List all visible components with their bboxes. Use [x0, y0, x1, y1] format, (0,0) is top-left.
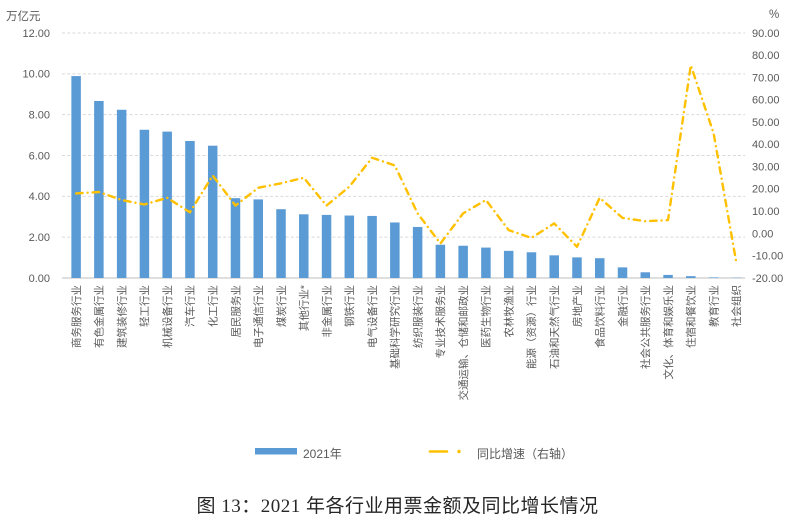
category-label: 社会公共服务行业 — [639, 285, 652, 369]
bar — [116, 109, 127, 279]
category-label: 住宿和餐饮业 — [685, 285, 698, 348]
combo-chart: 万亿元 % 0.00 2.00 4.00 6.00 8.00 10.00 12.00 -20… — [6, 9, 783, 461]
category-label: 农林牧渔业 — [502, 285, 515, 338]
category-label: 能源（资源）行业 — [525, 285, 538, 369]
category-label: 电气设备行业 — [366, 285, 379, 348]
right-axis-title: % — [769, 9, 779, 21]
legend-line-label: 同比增速（右轴） — [477, 446, 573, 461]
left-axis-tick-label: 4.00 — [29, 191, 50, 203]
gridlines — [62, 32, 745, 279]
right-axis-tick-label: 0.00 — [752, 228, 773, 240]
category-axis-labels: 商务服务行业 有色金属行业 建筑装修行业 轻工行业 机械设备行业 汽车行业 化工行业 居民服务… — [70, 285, 743, 401]
right-axis-tick-label: 90.00 — [752, 28, 780, 40]
bar — [299, 214, 309, 278]
category-label: 建筑装修行业 — [115, 285, 128, 348]
left-axis-tick-labels: 0.00 2.00 4.00 6.00 8.00 10.00 12.00 — [22, 28, 50, 285]
right-axis-tick-label: 80.00 — [752, 50, 780, 62]
bar — [549, 255, 559, 278]
category-label: 有色金属行业 — [93, 285, 106, 348]
legend: 2021年 同比增速（右轴） — [255, 446, 573, 461]
bar — [686, 276, 696, 278]
category-label: 房地产业 — [571, 285, 584, 327]
bar — [71, 76, 81, 279]
bar — [708, 277, 719, 278]
bar — [435, 244, 446, 278]
right-axis-tick-label: 50.00 — [752, 117, 780, 129]
bar — [458, 245, 468, 278]
category-label: 机械设备行业 — [161, 285, 174, 348]
bar — [321, 214, 332, 278]
category-label: 专业技术服务业 — [434, 285, 447, 359]
right-axis-tick-label: 30.00 — [752, 161, 780, 173]
left-axis-tick-label: 8.00 — [29, 109, 50, 121]
growth-line — [74, 64, 738, 264]
bar — [185, 141, 195, 278]
category-label: 医药生物行业 — [480, 285, 493, 348]
bar — [663, 274, 673, 278]
bar — [253, 199, 263, 278]
bar — [94, 100, 104, 278]
legend-bar-swatch — [255, 448, 297, 455]
bar — [367, 215, 377, 278]
category-label: 社会组织 — [730, 285, 743, 327]
combo-chart-area: 万亿元 % 0.00 2.00 4.00 6.00 8.00 10.00 12.00 -20… — [6, 9, 783, 461]
figure-caption: 图 13：2021 年各行业用票金额及同比增长情况 — [196, 496, 599, 517]
left-axis-tick-label: 6.00 — [29, 150, 50, 162]
category-label: 轻工行业 — [138, 285, 151, 327]
bar — [230, 198, 241, 278]
right-axis-tick-label: 60.00 — [752, 95, 780, 107]
bar — [594, 258, 605, 278]
category-label: 纺织服装行业 — [411, 285, 424, 348]
category-label: 交通运输、仓储和邮政业 — [457, 285, 470, 401]
right-axis-tick-label: 70.00 — [752, 72, 780, 84]
category-label: 电子通信行业 — [252, 285, 265, 348]
right-axis-tick-labels: -20.00 -10.00 0.00 10.00 20.00 30.00 40.00 50.0… — [752, 28, 783, 285]
category-label: 石油和天然气行业 — [548, 285, 561, 369]
category-label: 基础科学研究行业 — [389, 285, 402, 369]
category-label: 商务服务行业 — [70, 285, 83, 348]
right-axis-tick-label: 10.00 — [752, 206, 780, 218]
left-axis-tick-label: 12.00 — [22, 28, 50, 40]
bar — [276, 209, 286, 278]
bar — [162, 131, 172, 278]
left-axis-title: 万亿元 — [6, 10, 41, 23]
bar — [503, 250, 514, 278]
bar — [617, 267, 628, 278]
category-label: 金融行业 — [616, 285, 629, 327]
right-axis-tick-label: -10.00 — [752, 251, 783, 263]
category-label: 化工行业 — [207, 285, 220, 327]
category-label: 文化、体育和娱乐业 — [662, 285, 675, 380]
bar-series-2021 — [71, 76, 742, 279]
left-axis-tick-label: 2.00 — [29, 232, 50, 244]
category-label: 钢铁行业 — [343, 285, 356, 327]
bar — [572, 257, 582, 278]
category-label: 非金属行业 — [320, 285, 333, 338]
bar — [390, 222, 400, 278]
category-label: 居民服务业 — [229, 285, 242, 338]
bar — [207, 145, 218, 278]
growth-line-series — [74, 64, 738, 264]
category-label: 汽车行业 — [184, 285, 197, 327]
left-axis-tick-label: 10.00 — [22, 69, 50, 81]
legend-bar-label: 2021年 — [303, 447, 342, 461]
category-label: 教育行业 — [707, 285, 720, 327]
bar — [344, 215, 355, 278]
bar — [481, 247, 491, 278]
right-axis-tick-label: -20.00 — [752, 273, 783, 285]
category-label: 煤炭行业 — [275, 285, 288, 327]
left-axis-tick-label: 0.00 — [29, 273, 50, 285]
legend-line-dot — [457, 449, 461, 454]
bar — [640, 272, 651, 278]
right-axis-tick-label: 40.00 — [752, 139, 780, 151]
category-label: 其他行业* — [298, 285, 311, 331]
right-axis-tick-label: 20.00 — [752, 184, 780, 196]
category-label: 食品饮料行业 — [594, 285, 607, 348]
bar — [526, 252, 537, 278]
bar — [412, 226, 423, 278]
